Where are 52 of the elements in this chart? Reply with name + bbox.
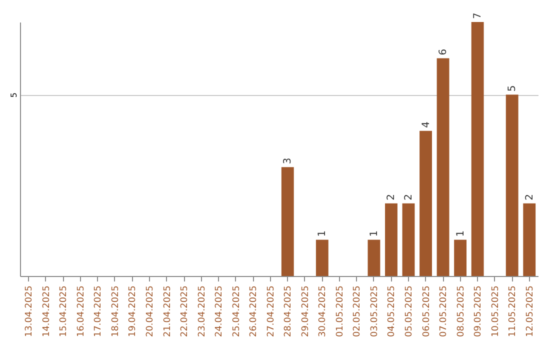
x-tick-label: 18.04.2025 [110,286,121,338]
bar [281,167,294,276]
x-tick-label: 01.05.2025 [335,286,346,338]
x-tick-label: 16.04.2025 [76,286,86,338]
x-tick-label: 24.04.2025 [214,286,225,338]
x-tick-label: 27.04.2025 [266,286,276,338]
x-tick-label: 13.04.2025 [24,286,35,338]
x-tick-label: 19.04.2025 [128,286,138,338]
x-tick-label: 06.05.2025 [422,286,432,338]
bar [523,203,536,276]
x-tick-label: 25.04.2025 [232,286,242,338]
data-label: 2 [404,194,414,200]
data-label: 3 [282,158,294,164]
data-label: 6 [438,48,450,56]
x-tick-label: 20.04.2025 [146,286,156,338]
data-label: 2 [524,194,536,200]
x-tick-label: 04.05.2025 [387,286,398,338]
x-tick-label: 08.05.2025 [456,286,466,338]
x-tick-label: 29.04.2025 [300,286,311,338]
data-label: 2 [386,194,398,200]
x-tick-label: 07.05.2025 [439,286,450,338]
bar [436,58,450,276]
bar [368,240,380,276]
x-tick-label: 05.05.2025 [404,286,414,338]
x-tick-label: 30.04.2025 [318,286,328,338]
x-tick-label: 23.04.2025 [197,286,208,338]
x-tick-label: 14.04.2025 [42,286,52,338]
data-label: 1 [455,230,466,237]
x-tick-label: 11.05.2025 [508,286,518,338]
x-tick-label: 02.05.2025 [352,286,363,338]
x-tick-label: 22.04.2025 [180,286,190,338]
bar [471,22,484,276]
x-tick-label: 12.05.2025 [525,286,536,338]
bar [420,130,432,276]
x-tick-label: 17.04.2025 [94,286,104,338]
x-tick-label: 09.05.2025 [474,286,484,338]
bar [454,240,467,276]
data-label: 1 [368,230,380,237]
x-tick-label: 21.04.2025 [162,286,173,338]
x-tick-label: 15.04.2025 [59,286,70,338]
bar [402,203,415,276]
data-label: 4 [420,121,432,128]
x-tick-label: 03.05.2025 [370,286,380,338]
x-tick-label: 10.05.2025 [490,286,501,338]
data-label: 1 [317,230,328,237]
bar [385,203,398,276]
bar [316,240,328,276]
data-label: 5 [507,85,518,92]
x-tick-label: 28.04.2025 [284,286,294,338]
bar [506,94,518,276]
x-tick-label: 26.04.2025 [249,286,260,338]
data-label: 7 [472,12,484,19]
